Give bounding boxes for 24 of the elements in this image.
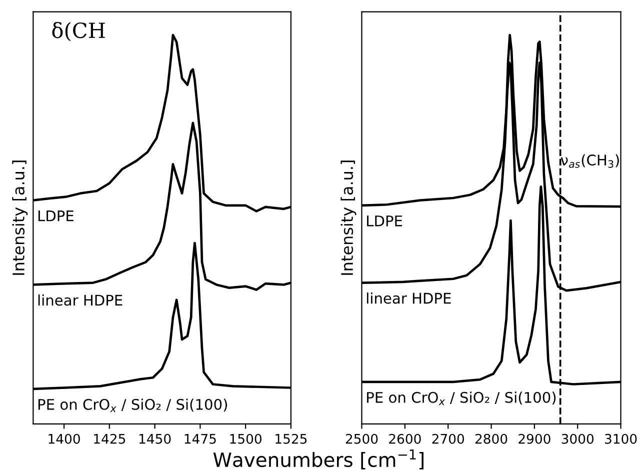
x-tick-label: 1500 bbox=[230, 434, 262, 444]
x-tick-label: 1475 bbox=[184, 434, 216, 444]
series-label: PE on CrO$_{x}$ / SiO₂ / Si(100) bbox=[38, 398, 227, 412]
annotation: δ(CH bbox=[52, 22, 105, 42]
x-tick-label: 1425 bbox=[94, 434, 126, 444]
y-axis-title: Intensity [a.u.] bbox=[340, 160, 356, 275]
ref-line-label: ν$_{as}$(CH$_{3}$) bbox=[560, 154, 619, 168]
series-label: linear HDPE bbox=[367, 292, 451, 304]
x-tick-label: 2800 bbox=[475, 434, 508, 444]
x-axis-title: Wavenumbers [cm$^{−1}$] bbox=[213, 449, 424, 470]
x-tick-label: 2600 bbox=[389, 434, 421, 444]
x-tick-label: 2700 bbox=[432, 434, 464, 444]
x-tick-label: 2500 bbox=[346, 434, 378, 444]
series-label: LDPE bbox=[367, 216, 402, 226]
x-tick-label: 1450 bbox=[139, 434, 171, 444]
series-label: LDPE bbox=[38, 210, 74, 222]
x-tick-label: 1525 bbox=[276, 434, 307, 444]
x-tick-label: 3000 bbox=[562, 434, 594, 444]
x-tick-label: 2900 bbox=[518, 434, 550, 444]
x-tick-label: 3100 bbox=[604, 434, 637, 444]
y-axis-title: Intensity [a.u.] bbox=[12, 160, 28, 275]
series-label: PE on CrO$_{x}$ / SiO₂ / Si(100) bbox=[367, 392, 556, 406]
x-tick-label: 1400 bbox=[48, 434, 80, 444]
series-label: linear HDPE bbox=[38, 294, 122, 306]
